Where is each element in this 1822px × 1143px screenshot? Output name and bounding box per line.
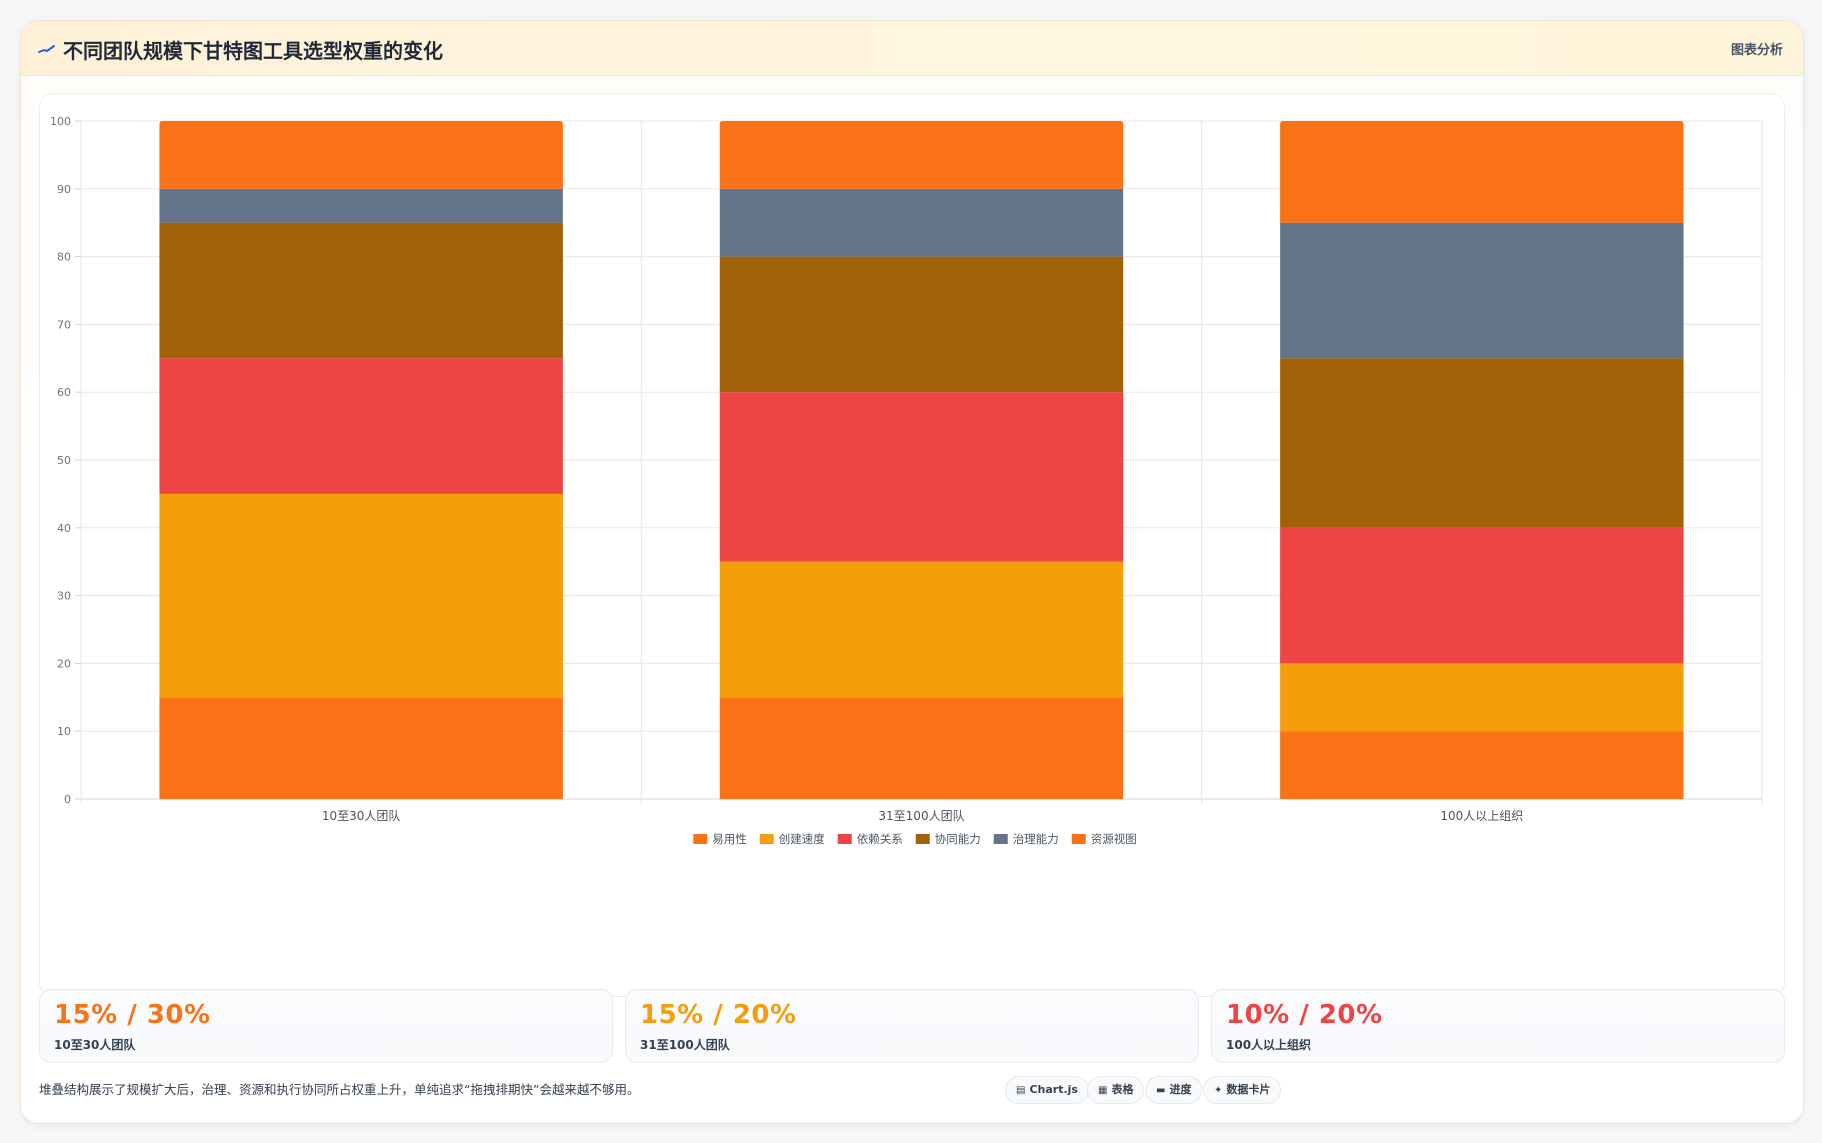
bar-segment (719, 392, 1124, 562)
page-title: 不同团队规模下甘特图工具选型权重的变化 (63, 39, 443, 63)
pill-data-card[interactable]: ✦ 数据卡片 (1203, 1076, 1282, 1104)
y-tick-label: 90 (57, 183, 71, 196)
chart-panel: 0 10 20 30 40 50 60 70 80 90 100 10至30人团队 31至100人团队 1… (39, 93, 1785, 997)
stat-label: 31至100人团队 (640, 1038, 730, 1052)
y-tick-label: 0 (64, 793, 71, 806)
stat-cards: 15% / 30% 10至30人团队 15% / 20% 31至100人团队 1… (39, 989, 1785, 1063)
y-tick-label: 80 (57, 251, 71, 264)
trend-line-icon (38, 45, 55, 53)
pill-label: Chart.js (1029, 1083, 1078, 1096)
pill-label: 数据卡片 (1226, 1083, 1271, 1096)
x-tick-label: 10至30人团队 (322, 808, 401, 823)
legend-swatch (915, 834, 930, 844)
stat-label: 100人以上组织 (1226, 1038, 1312, 1052)
stat-value: 15% / 30% (54, 1000, 211, 1030)
legend-swatch (693, 834, 708, 844)
progress-icon: ▬ (1156, 1085, 1166, 1096)
legend-label: 创建速度 (779, 832, 825, 846)
stacked-bar-chart: 0 10 20 30 40 50 60 70 80 90 100 10至30人团队 31至100人团队 1… (50, 115, 1763, 846)
legend-swatch (1071, 834, 1086, 844)
y-tick-label: 20 (57, 657, 71, 670)
bar-segment (1280, 527, 1684, 664)
pill-chartjs[interactable]: ▤ Chart.js (1005, 1076, 1089, 1104)
bar-segment (719, 561, 1124, 698)
bar-segment (1280, 358, 1684, 528)
chart-card: 不同团队规模下甘特图工具选型权重的变化 图表分析 0 10 20 30 40 50 60 70… (20, 20, 1804, 1124)
legend-label: 资源视图 (1091, 832, 1137, 846)
bar-segment (1280, 121, 1684, 223)
card-header: 不同团队规模下甘特图工具选型权重的变化 图表分析 (21, 21, 1803, 76)
bar-segment (159, 493, 563, 698)
legend-swatch (759, 834, 774, 844)
chart-analysis-tag: 图表分析 (1730, 43, 1783, 58)
stat-card-medium-team: 15% / 20% 31至100人团队 (625, 989, 1199, 1063)
bar-segment (159, 697, 563, 799)
legend-label: 依赖关系 (857, 832, 903, 846)
card-icon: ✦ (1214, 1085, 1223, 1096)
y-tick-label: 40 (57, 522, 71, 535)
pill-label: 表格 (1111, 1083, 1134, 1096)
bar-segment (159, 222, 563, 359)
bar-segment (1280, 663, 1684, 732)
legend-swatch (837, 834, 852, 844)
table-icon: ▦ (1098, 1085, 1108, 1096)
bar-segment (159, 188, 563, 223)
footer-note: 堆叠结构展示了规模扩大后，治理、资源和执行协同所占权重上升，单纯追求“拖拽排期快… (39, 1082, 640, 1097)
y-tick-label: 100 (50, 115, 71, 128)
pill-label: 进度 (1169, 1083, 1192, 1096)
x-tick-label: 31至100人团队 (878, 808, 964, 823)
pill-table[interactable]: ▦ 表格 (1087, 1076, 1145, 1104)
stat-value: 15% / 20% (640, 1000, 797, 1030)
legend-label: 易用性 (712, 832, 747, 846)
legend-swatch (993, 834, 1008, 844)
bar-segment (719, 697, 1124, 799)
chart-icon: ▤ (1016, 1085, 1026, 1096)
bar-segment (159, 358, 563, 494)
bar-segment (1280, 731, 1684, 799)
stat-card-small-team: 15% / 30% 10至30人团队 (39, 989, 613, 1063)
bar-segment (719, 256, 1124, 393)
stat-label: 10至30人团队 (54, 1038, 136, 1052)
stat-value: 10% / 20% (1226, 1000, 1383, 1030)
bar-segment (1280, 222, 1684, 359)
y-tick-label: 70 (57, 318, 71, 331)
y-tick-label: 50 (57, 454, 71, 467)
y-tick-label: 10 (57, 725, 71, 738)
stat-card-large-org: 10% / 20% 100人以上组织 (1211, 989, 1785, 1063)
legend-label: 治理能力 (1013, 832, 1059, 846)
bar-segment (719, 121, 1124, 189)
x-tick-label: 100人以上组织 (1440, 809, 1523, 823)
bar-segment (719, 188, 1124, 257)
pill-progress[interactable]: ▬ 进度 (1145, 1076, 1203, 1104)
y-tick-label: 30 (57, 590, 71, 603)
y-tick-label: 60 (57, 386, 71, 399)
legend-label: 协同能力 (935, 832, 981, 846)
bar-segment (159, 121, 563, 189)
